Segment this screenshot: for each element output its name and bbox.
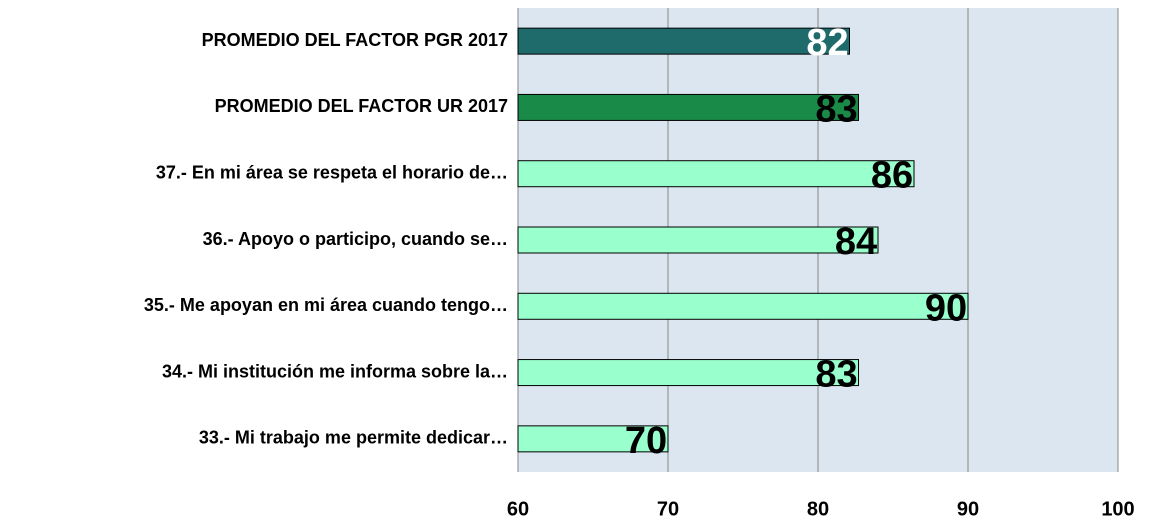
bar [517,27,850,55]
y-tick-label: 33.- Mi trabajo me permite dedicar… [199,428,508,448]
y-tick-label: PROMEDIO DEL FACTOR PGR 2017 [202,30,508,50]
bar [517,226,879,254]
value-label: 86 [871,155,913,197]
bar [517,292,969,320]
bar [517,359,859,387]
value-label: 70 [625,420,667,462]
y-tick-label: 36.- Apoyo o participo, cuando se… [203,229,508,249]
y-tick-label: 34.- Mi institución me informa sobre la… [162,361,508,381]
bar [517,93,859,121]
value-label: 84 [835,221,877,263]
x-tick-label: 60 [507,498,529,520]
value-label: 83 [815,88,857,130]
x-tick-label: 80 [807,498,829,520]
y-tick-label: 35.- Me apoyan en mi área cuando tengo… [144,295,508,315]
value-label: 83 [815,354,857,396]
value-label: 90 [925,287,967,329]
x-tick-label: 70 [657,498,679,520]
y-tick-label: 37.- En mi área se respeta el horario de… [156,162,508,182]
x-tick-label: 90 [957,498,979,520]
bar [517,425,669,453]
x-tick-label: 100 [1101,498,1134,520]
bar [517,160,915,188]
y-tick-label: PROMEDIO DEL FACTOR UR 2017 [215,96,508,116]
value-label: 82 [806,22,848,64]
